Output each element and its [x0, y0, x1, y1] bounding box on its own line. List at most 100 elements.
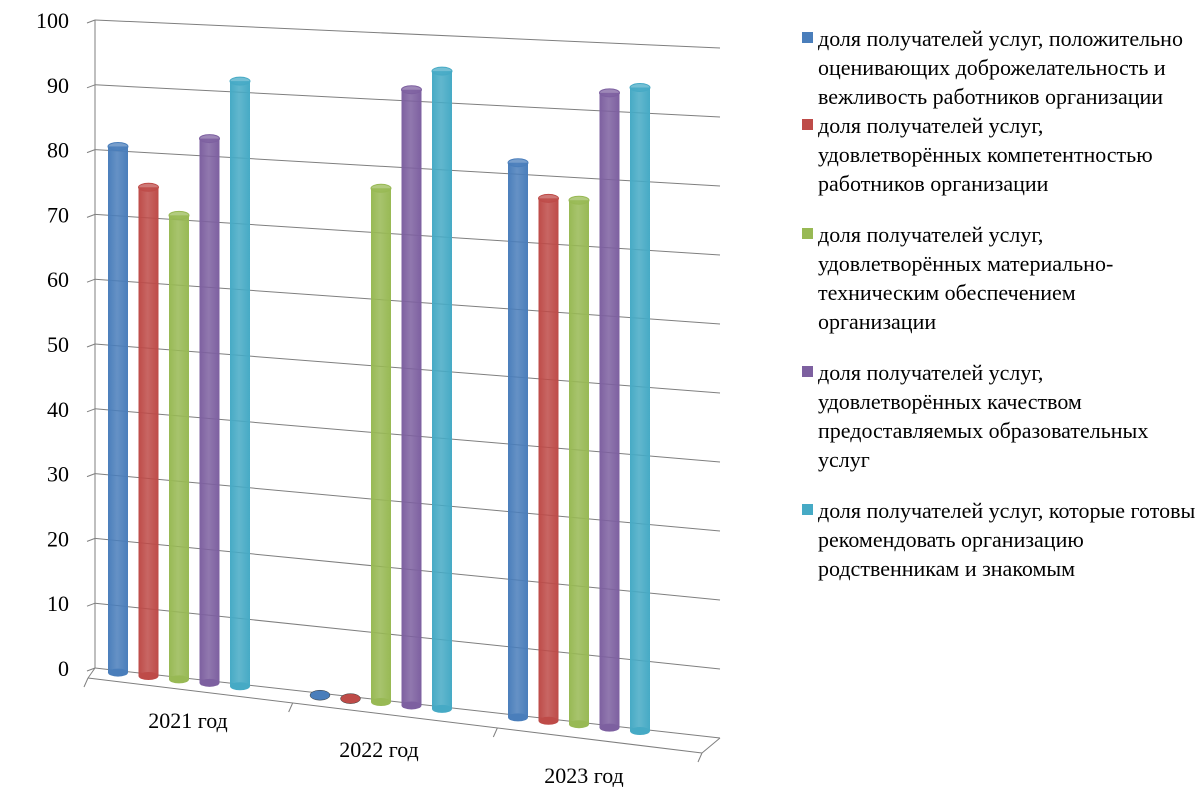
y-tick-label: 10 — [47, 591, 69, 616]
bar — [309, 689, 331, 701]
floor-edge — [87, 667, 96, 679]
y-tick-label: 40 — [47, 397, 69, 422]
bar-body — [138, 187, 159, 676]
y-tick — [86, 473, 96, 478]
bar — [370, 183, 392, 707]
y-tick-label: 50 — [47, 332, 69, 357]
bar-base — [432, 704, 452, 713]
legend-item: доля получателей услуг, удовлетворённых … — [802, 220, 1197, 336]
bar-top — [568, 195, 590, 205]
bar-body — [230, 81, 250, 687]
bar-body — [630, 87, 650, 732]
legend-item: доля получателей услуг, положительно оце… — [802, 24, 1197, 111]
bar-body — [538, 198, 559, 721]
floor-edge — [701, 737, 721, 754]
x-tick — [288, 702, 294, 713]
bar-base — [569, 720, 589, 729]
legend-item: доля получателей услуг, удовлетворённых … — [802, 111, 1197, 198]
y-tick-label: 80 — [47, 138, 69, 163]
bar — [507, 158, 529, 722]
y-tick — [86, 149, 96, 154]
bar-top — [599, 88, 620, 98]
y-tick — [86, 19, 96, 24]
axes — [83, 19, 721, 763]
y-tick-label: 100 — [36, 8, 69, 33]
y-tick-label: 30 — [47, 462, 69, 487]
bar-body — [169, 215, 189, 680]
legend-swatch — [802, 119, 813, 130]
legend-swatch — [802, 504, 813, 515]
legend-label: доля получателей услуг, удовлетворённых … — [818, 222, 1114, 334]
bar-top — [138, 182, 159, 192]
y-tick-label: 0 — [58, 656, 69, 681]
y-tick — [86, 537, 96, 542]
bar-base — [401, 701, 422, 710]
x-tick — [83, 677, 89, 688]
bar-body — [599, 92, 620, 728]
y-tick — [86, 408, 96, 413]
bar-body — [371, 188, 391, 703]
bar-base — [138, 671, 159, 680]
bar-top — [431, 66, 453, 76]
axis-labels: 0 10 20 30 40 50 60 70 80 90 100 2021 год 2022 год 20… — [36, 8, 624, 787]
x-tick — [697, 752, 703, 763]
bar-base — [169, 675, 189, 684]
bar-top — [507, 158, 529, 168]
bar-top — [538, 193, 559, 203]
y-tick — [86, 602, 96, 607]
bar-body — [508, 162, 528, 718]
y-tick — [86, 343, 96, 348]
y-tick-label: 70 — [47, 202, 69, 227]
bar — [199, 134, 220, 687]
bar-top — [199, 134, 220, 144]
bar-body — [108, 146, 128, 673]
bar-top — [401, 85, 422, 95]
legend-swatch — [802, 228, 813, 239]
y-tick — [86, 84, 96, 89]
gridline — [94, 19, 721, 49]
y-tick-label: 60 — [47, 267, 69, 292]
y-tick-label: 90 — [47, 73, 69, 98]
legend-swatch — [802, 32, 813, 43]
legend-item: доля получателей услуг, которые готовы р… — [802, 496, 1197, 583]
y-tick — [86, 667, 96, 672]
bar-base — [108, 668, 128, 677]
legend-item: доля получателей услуг, удовлетворённых … — [802, 358, 1197, 474]
bar-body — [569, 200, 589, 725]
bar-base — [230, 682, 250, 691]
x-axis-line — [87, 677, 703, 754]
legend-label: доля получателей услуг, удовлетворённых … — [818, 360, 1149, 472]
bar-base — [199, 678, 220, 687]
y-tick — [86, 278, 96, 283]
bar — [538, 193, 559, 725]
y-tick-label: 20 — [47, 526, 69, 551]
y-tick — [86, 213, 96, 218]
bar — [568, 195, 590, 729]
bar-base — [599, 723, 620, 732]
x-tick — [492, 727, 498, 738]
x-category-label: 2021 год — [148, 708, 228, 733]
bar — [168, 210, 190, 684]
bar — [229, 76, 251, 691]
bar — [340, 693, 361, 704]
bar-top — [629, 82, 651, 92]
bar — [599, 88, 620, 732]
bar-body — [199, 138, 220, 683]
bar-body — [401, 89, 422, 706]
legend-label: доля получателей услуг, положительно оце… — [818, 26, 1183, 109]
legend-label: доля получателей услуг, удовлетворённых … — [818, 113, 1153, 196]
bar-base — [538, 716, 559, 725]
x-category-label: 2023 год — [544, 763, 624, 787]
bar — [431, 66, 453, 713]
bar — [629, 82, 651, 736]
bar — [138, 182, 159, 680]
x-category-label: 2022 год — [339, 737, 419, 762]
bar-base — [508, 713, 528, 722]
legend-swatch — [802, 366, 813, 377]
bar-body — [432, 71, 452, 709]
bars — [107, 66, 651, 736]
bar-top — [229, 76, 251, 86]
bar-base — [371, 698, 391, 707]
legend: доля получателей услуг, положительно оце… — [802, 24, 1197, 583]
